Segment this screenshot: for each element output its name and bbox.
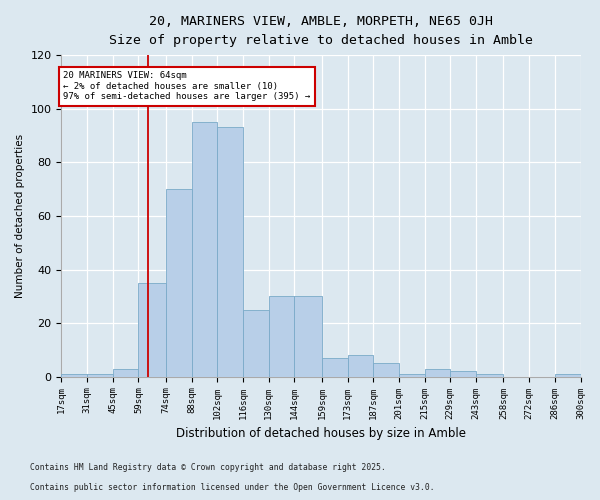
Bar — [295, 296, 322, 376]
X-axis label: Distribution of detached houses by size in Amble: Distribution of detached houses by size … — [176, 427, 466, 440]
Text: 20 MARINERS VIEW: 64sqm
← 2% of detached houses are smaller (10)
97% of semi-det: 20 MARINERS VIEW: 64sqm ← 2% of detached… — [63, 71, 310, 101]
Bar — [322, 358, 347, 376]
Bar — [476, 374, 503, 376]
Bar — [87, 374, 113, 376]
Text: Contains HM Land Registry data © Crown copyright and database right 2025.: Contains HM Land Registry data © Crown c… — [30, 464, 386, 472]
Bar — [269, 296, 295, 376]
Text: Contains public sector information licensed under the Open Government Licence v3: Contains public sector information licen… — [30, 484, 434, 492]
Title: 20, MARINERS VIEW, AMBLE, MORPETH, NE65 0JH
Size of property relative to detache: 20, MARINERS VIEW, AMBLE, MORPETH, NE65 … — [109, 15, 533, 47]
Bar — [113, 368, 139, 376]
Bar — [373, 364, 399, 376]
Bar — [166, 189, 191, 376]
Bar — [139, 283, 166, 376]
Bar — [217, 128, 243, 376]
Bar — [399, 374, 425, 376]
Bar — [191, 122, 217, 376]
Bar — [347, 356, 373, 376]
Y-axis label: Number of detached properties: Number of detached properties — [15, 134, 25, 298]
Bar — [425, 368, 450, 376]
Bar — [555, 374, 581, 376]
Bar — [243, 310, 269, 376]
Bar — [450, 372, 476, 376]
Bar — [61, 374, 87, 376]
